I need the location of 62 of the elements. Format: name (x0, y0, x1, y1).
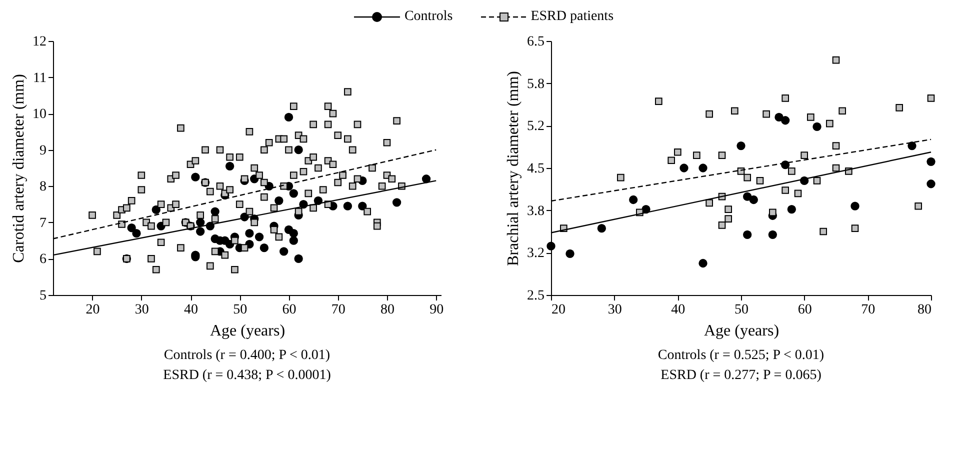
x-tick-label: 80 (380, 302, 394, 318)
y-tick-label: 7 (40, 216, 46, 231)
x-tick-label: 70 (861, 302, 876, 318)
x-tick-label: 20 (86, 302, 100, 318)
x-tick-label: 90 (430, 302, 444, 318)
point (280, 247, 288, 256)
y-axis-title: Carotid artery diameter (mm) (10, 74, 28, 263)
x-axis-title: Age (years) (210, 322, 286, 340)
x-axis-title: Age (years) (704, 322, 780, 340)
x-tick-label: 20 (552, 302, 566, 318)
point (294, 254, 303, 264)
point (152, 205, 160, 214)
x-tick-label: 70 (331, 302, 346, 318)
y-tick-label: 6.5 (527, 34, 544, 50)
point (245, 228, 254, 238)
x-tick-label: 50 (233, 302, 248, 318)
point (132, 228, 141, 238)
point (274, 196, 284, 205)
y-tick-label: 10 (32, 107, 46, 122)
point (254, 232, 264, 242)
point (289, 189, 298, 198)
point (127, 224, 136, 232)
legend-label: ESRD patients (530, 9, 614, 25)
x-tick-label: 60 (798, 302, 812, 318)
x-tick-label: 50 (734, 302, 748, 318)
point (422, 174, 431, 184)
point (210, 207, 220, 216)
y-tick-label: 5.8 (527, 76, 544, 92)
x-tick-label: 30 (134, 302, 149, 318)
y-tick-label: 2.5 (527, 288, 544, 304)
y-tick-label: 3.8 (527, 204, 544, 219)
point (289, 236, 298, 245)
text: Controls (r = 0.525; P < 0.01) (658, 348, 824, 363)
point (260, 244, 269, 252)
y-tick-label: 5 (40, 288, 46, 304)
y-tick-label: 11 (33, 70, 46, 86)
x-tick-label: 40 (671, 302, 686, 318)
x-tick-label: 30 (608, 302, 622, 318)
legend-label: Controls (404, 9, 453, 25)
x-tick-label: 80 (918, 302, 932, 318)
y-tick-label: 6 (40, 252, 46, 268)
y-tick-label: 9 (40, 143, 46, 158)
point (294, 146, 303, 154)
point (289, 228, 298, 238)
point (196, 227, 205, 236)
point (191, 172, 200, 182)
y-tick-label: 3.2 (527, 246, 544, 262)
point (358, 202, 367, 210)
y-tick-label: 12 (32, 34, 46, 50)
y-tick-label: 4.5 (527, 162, 544, 176)
text: Controls (r = 0.400; P < 0.01) (164, 348, 330, 363)
y-axis-title: Brachial artery diameter (mm) (505, 70, 522, 266)
x-tick-label: 60 (282, 302, 296, 318)
text: ESRD (r = 0.438; P < 0.0001) (163, 368, 332, 383)
point (343, 202, 352, 210)
y-tick-label: 8 (40, 180, 46, 195)
point (392, 198, 402, 207)
point (284, 112, 294, 122)
x-tick-label: 40 (184, 302, 198, 318)
point (225, 162, 234, 171)
text: ESRD (r = 0.277; P = 0.065) (660, 368, 822, 383)
y-tick-label: 5.2 (527, 119, 544, 134)
